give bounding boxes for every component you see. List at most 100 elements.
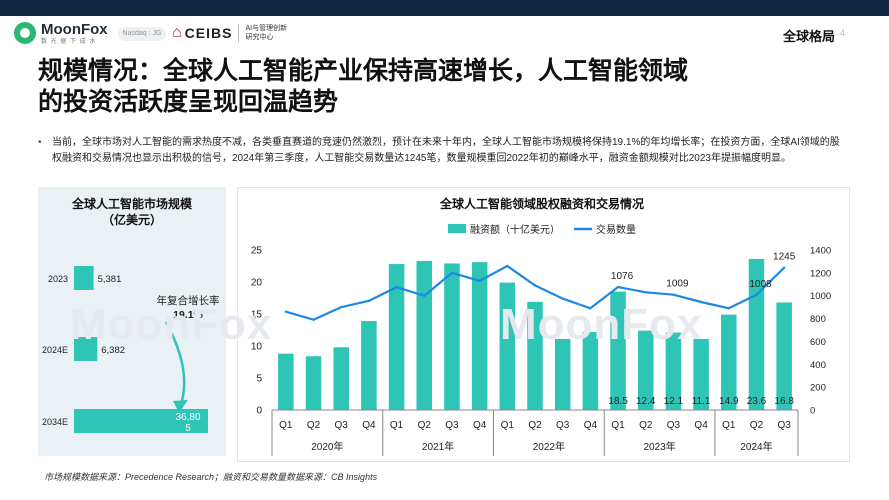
- legend-bar-swatch: [448, 224, 466, 233]
- market-size-panel: 全球人工智能市场规模 （亿美元） 2023 5,381 2024E 6,382 2034E 3…: [38, 187, 226, 456]
- right-axis-tick-label: 1000: [810, 291, 831, 302]
- funding-value-label: 11.1: [692, 396, 711, 407]
- funding-value-label: 18.5: [608, 396, 628, 407]
- quarter-tick-label: Q1: [501, 420, 515, 431]
- market-size-value-label-wrap: 5: [185, 423, 191, 434]
- year-group-label: 2022年: [533, 440, 565, 453]
- moonfox-logo: MoonFox 数 光 据 下 成 水: [14, 22, 108, 45]
- logo-subtitle: 数 光 据 下 成 水: [41, 39, 97, 45]
- right-axis-tick-label: 800: [810, 314, 826, 325]
- year-group-label: 2020年: [311, 440, 343, 453]
- left-axis-tick-label: 25: [251, 246, 263, 257]
- deal-count-point: [450, 271, 454, 275]
- market-size-subtitle: （亿美元）: [102, 212, 162, 227]
- market-size-category-label: 2034E: [42, 417, 68, 427]
- left-axis-tick-label: 5: [256, 374, 262, 385]
- funding-bar: [665, 332, 682, 410]
- bullet-text: 当前，全球市场对人工智能的需求热度不减，各类垂直赛道的竞速仍然激烈，预计在未来十…: [52, 137, 840, 164]
- market-size-value-label: 5,381: [98, 274, 122, 285]
- funding-value-label: 14.9: [719, 396, 739, 407]
- ceibs-sub-line2: 研究中心: [245, 34, 274, 41]
- market-size-value-label: 36,80: [175, 412, 200, 423]
- moonfox-logo-icon: [14, 22, 36, 44]
- cagr-value: 19.1%: [173, 309, 203, 321]
- funding-bar: [278, 353, 294, 410]
- deal-count-point: [672, 293, 675, 296]
- left-axis-tick-label: 0: [256, 406, 262, 417]
- market-size-category-label: 2023: [48, 274, 68, 284]
- left-axis-tick-label: 20: [251, 278, 263, 289]
- quarter-tick-label: Q3: [335, 420, 349, 431]
- logo-name: MoonFox: [41, 21, 108, 38]
- funding-bar: [776, 302, 792, 410]
- right-axis-tick-label: 600: [810, 337, 826, 348]
- market-size-bar: [74, 409, 208, 433]
- deal-count-point: [755, 293, 758, 296]
- quarter-tick-label: Q4: [694, 420, 708, 431]
- section-label: 全球格局: [782, 29, 835, 44]
- right-axis-tick-label: 0: [810, 406, 815, 417]
- funding-value-label: 12.4: [636, 396, 656, 407]
- quarter-tick-label: Q3: [556, 420, 570, 431]
- market-size-bar: [74, 266, 94, 290]
- deal-count-point: [561, 297, 564, 300]
- market-size-chart: 全球人工智能市场规模（亿美元） 2023 5,381 2024E 6,382 2034E 3…: [42, 196, 220, 434]
- investment-panel: 全球人工智能领域股权融资和交易情况 融资额（十亿美元） 交易数量 0 5 10 15 20 25…: [237, 187, 850, 462]
- title-line-2: 的投资活跃度呈现回温趋势: [38, 88, 339, 116]
- cagr-arrow: [164, 321, 186, 408]
- ceibs-emblem-icon: ⌂: [172, 24, 182, 41]
- deal-count-point: [644, 291, 647, 294]
- deal-count-point: [727, 307, 730, 310]
- quarter-tick-label: Q2: [307, 420, 321, 431]
- funding-bar: [582, 331, 599, 410]
- deal-count-value-label: 1245: [773, 252, 796, 263]
- top-bar: [0, 0, 889, 16]
- funding-value-label: 16.8: [774, 396, 794, 407]
- quarter-tick-label: Q1: [390, 420, 404, 431]
- funding-bar: [305, 356, 322, 410]
- funding-value-label: 12.1: [664, 396, 684, 407]
- deal-count-value-label: 1008: [749, 279, 772, 290]
- funding-bar: [416, 260, 433, 410]
- deal-count-point: [340, 305, 343, 309]
- cagr-arrowhead: [173, 400, 188, 413]
- quarter-tick-label: Q2: [528, 420, 542, 431]
- cagr-label: 年复合增长率: [157, 294, 220, 307]
- funding-bar: [554, 338, 571, 410]
- ceibs-name: CEIBS: [184, 25, 233, 41]
- deal-count-point: [616, 285, 620, 289]
- ceibs-logo: ⌂ CEIBS AI与管理创新 研究中心: [172, 24, 287, 42]
- quarter-tick-label: Q1: [279, 420, 293, 431]
- deal-count-point: [506, 264, 509, 268]
- nasdaq-badge: Nasdaq : JG: [118, 27, 166, 41]
- right-axis-tick-label: 1200: [810, 268, 831, 279]
- right-axis-tick-label: 400: [810, 360, 826, 371]
- quarter-tick-label: Q3: [667, 420, 681, 431]
- funding-bar: [361, 321, 377, 410]
- deal-count-point: [533, 284, 537, 287]
- funding-bar: [471, 262, 488, 410]
- deal-count-point: [699, 300, 703, 304]
- ceibs-divider: [238, 24, 240, 42]
- year-group-label: 2021年: [422, 440, 454, 453]
- deal-count-value-label: 1076: [611, 271, 634, 282]
- market-size-title: 全球人工智能市场规模: [71, 196, 193, 211]
- funding-bar: [693, 338, 709, 410]
- right-axis-tick-label: 200: [810, 383, 826, 394]
- quarter-tick-label: Q1: [722, 420, 736, 431]
- quarter-tick-label: Q2: [639, 420, 653, 431]
- market-size-bar: [74, 337, 98, 361]
- ceibs-subtitle: AI与管理创新 研究中心: [245, 24, 287, 42]
- deal-count-point: [423, 294, 426, 297]
- right-axis-tick-label: 1400: [810, 246, 831, 257]
- title-line-1: 规模情况：全球人工智能产业保持高速增长，人工智能领域: [38, 57, 689, 85]
- legend-bar-label: 融资额（十亿美元）: [470, 223, 560, 236]
- deal-count-point: [284, 310, 288, 313]
- deal-count-point: [395, 285, 398, 289]
- deal-count-value-label: 1009: [666, 279, 689, 290]
- funding-bar: [721, 314, 737, 410]
- bullet-marker: •: [38, 137, 42, 148]
- legend-line-label: 交易数量: [596, 223, 636, 236]
- funding-bar: [527, 301, 543, 410]
